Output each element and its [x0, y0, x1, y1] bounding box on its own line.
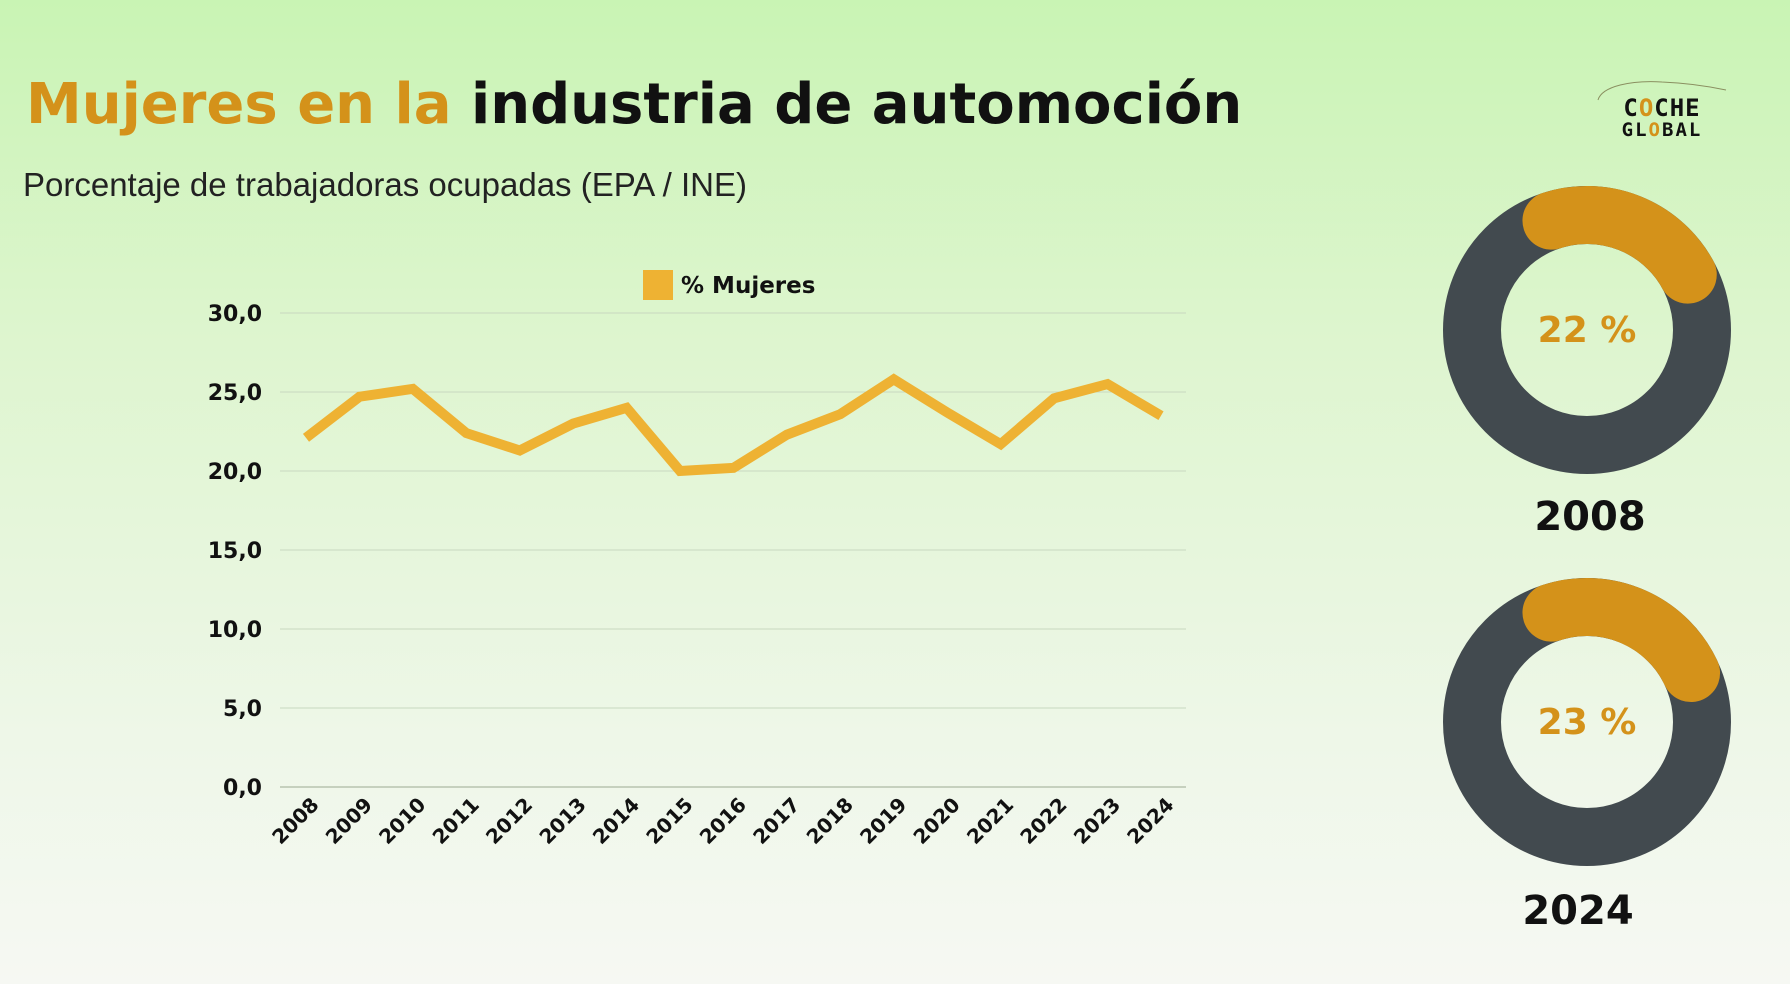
x-tick-label: 2008	[267, 793, 323, 849]
x-tick-label: 2009	[321, 793, 377, 849]
y-tick-label: 0,0	[223, 776, 262, 801]
donut-2024-percent: 23 %	[1537, 702, 1637, 743]
title-highlight: Mujeres en la	[26, 72, 452, 137]
x-tick-label: 2023	[1069, 793, 1125, 849]
x-tick-label: 2010	[374, 793, 430, 849]
page-title: Mujeres en la industria de automoción	[26, 72, 1242, 137]
x-tick-label: 2020	[908, 793, 964, 849]
x-tick-label: 2018	[802, 793, 858, 849]
x-tick-label: 2016	[695, 793, 751, 849]
donut-2024-year: 2024	[1522, 888, 1634, 934]
donut-arc-2024	[1522, 578, 1721, 703]
series-line-mujeres	[302, 373, 1164, 477]
title-rest: industria de automoción	[471, 72, 1243, 137]
page-subtitle: Porcentaje de trabajadoras ocupadas (EPA…	[23, 166, 747, 203]
y-tick-label: 5,0	[223, 697, 262, 722]
legend-swatch	[643, 270, 673, 300]
x-tick-label: 2019	[855, 793, 911, 849]
x-tick-label: 2024	[1122, 793, 1178, 849]
donut-arc-2008	[1522, 186, 1717, 304]
y-tick-label: 30,0	[208, 302, 262, 327]
x-tick-label: 2011	[428, 793, 484, 849]
svg-text:COCHE: COCHE	[1623, 94, 1700, 122]
x-tick-label: 2012	[481, 793, 537, 849]
x-tick-label: 2014	[588, 793, 644, 849]
x-tick-label: 2017	[748, 793, 804, 849]
x-tick-label: 2021	[962, 793, 1018, 849]
y-tick-label: 25,0	[208, 381, 262, 406]
donut-2008-year: 2008	[1534, 494, 1646, 540]
x-tick-label: 2013	[534, 793, 590, 849]
svg-text:GLOBAL: GLOBAL	[1622, 119, 1703, 140]
x-tick-label: 2022	[1015, 793, 1071, 849]
x-tick-label: 2015	[641, 793, 697, 849]
y-tick-label: 10,0	[208, 618, 262, 643]
legend-label: % Mujeres	[681, 273, 815, 299]
coche-global-logo: COCHE GLOBAL	[1592, 78, 1732, 140]
y-tick-label: 20,0	[208, 460, 262, 485]
y-tick-label: 15,0	[208, 539, 262, 564]
donut-2008-percent: 22 %	[1537, 310, 1637, 351]
